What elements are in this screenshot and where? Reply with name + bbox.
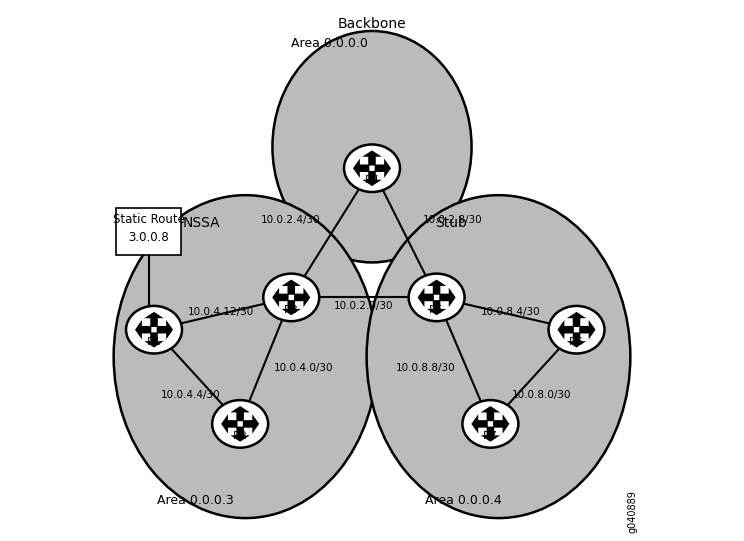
Text: Stub: Stub bbox=[435, 216, 467, 230]
Text: NSSA: NSSA bbox=[182, 216, 220, 230]
Ellipse shape bbox=[408, 274, 464, 321]
Ellipse shape bbox=[344, 144, 400, 192]
FancyBboxPatch shape bbox=[116, 208, 181, 255]
Ellipse shape bbox=[126, 306, 182, 353]
Polygon shape bbox=[272, 288, 289, 307]
Ellipse shape bbox=[114, 195, 377, 518]
Text: R4: R4 bbox=[365, 175, 379, 186]
Text: R5: R5 bbox=[429, 305, 444, 314]
Text: 10.0.4.4/30: 10.0.4.4/30 bbox=[161, 390, 220, 400]
Ellipse shape bbox=[263, 274, 319, 321]
Text: 10.0.2.8/30: 10.0.2.8/30 bbox=[423, 215, 483, 226]
Polygon shape bbox=[144, 332, 164, 347]
Ellipse shape bbox=[463, 400, 519, 448]
Polygon shape bbox=[231, 406, 250, 421]
Polygon shape bbox=[427, 280, 446, 295]
Text: Static Route
3.0.0.8: Static Route 3.0.0.8 bbox=[112, 213, 185, 244]
Text: Area 0.0.0.0: Area 0.0.0.0 bbox=[290, 37, 368, 50]
Polygon shape bbox=[221, 414, 237, 433]
Polygon shape bbox=[281, 300, 301, 315]
Polygon shape bbox=[281, 280, 301, 295]
Polygon shape bbox=[135, 320, 151, 339]
Text: 10.0.4.12/30: 10.0.4.12/30 bbox=[188, 307, 254, 317]
Polygon shape bbox=[481, 406, 500, 421]
Polygon shape bbox=[567, 332, 586, 347]
Ellipse shape bbox=[548, 306, 605, 353]
Text: R3: R3 bbox=[284, 305, 298, 314]
Text: R2: R2 bbox=[233, 431, 248, 441]
Text: g040889: g040889 bbox=[627, 490, 638, 533]
Polygon shape bbox=[375, 159, 391, 178]
Polygon shape bbox=[231, 427, 250, 442]
Text: 10.0.2.4/30: 10.0.2.4/30 bbox=[261, 215, 321, 226]
Polygon shape bbox=[493, 414, 510, 433]
Polygon shape bbox=[481, 427, 500, 442]
Text: Backbone: Backbone bbox=[338, 17, 406, 31]
Polygon shape bbox=[557, 320, 574, 339]
Text: 10.0.4.0/30: 10.0.4.0/30 bbox=[274, 364, 333, 373]
Text: 10.0.2.0/30: 10.0.2.0/30 bbox=[333, 301, 393, 311]
Polygon shape bbox=[353, 159, 369, 178]
Polygon shape bbox=[427, 300, 446, 315]
Polygon shape bbox=[567, 312, 586, 327]
Polygon shape bbox=[362, 150, 382, 166]
Ellipse shape bbox=[272, 31, 472, 262]
Polygon shape bbox=[472, 414, 488, 433]
Polygon shape bbox=[243, 414, 259, 433]
Polygon shape bbox=[157, 320, 173, 339]
Polygon shape bbox=[417, 288, 434, 307]
Ellipse shape bbox=[367, 195, 630, 518]
Text: 10.0.8.8/30: 10.0.8.8/30 bbox=[396, 364, 455, 373]
Text: 10.0.8.0/30: 10.0.8.0/30 bbox=[512, 390, 571, 400]
Polygon shape bbox=[580, 320, 595, 339]
Polygon shape bbox=[439, 288, 455, 307]
Text: Area 0.0.0.3: Area 0.0.0.3 bbox=[157, 494, 234, 507]
Polygon shape bbox=[362, 171, 382, 186]
Text: Area 0.0.0.4: Area 0.0.0.4 bbox=[425, 494, 501, 507]
Polygon shape bbox=[294, 288, 310, 307]
Text: 10.0.8.4/30: 10.0.8.4/30 bbox=[481, 307, 541, 317]
Text: R7: R7 bbox=[483, 431, 498, 441]
Polygon shape bbox=[144, 312, 164, 327]
Text: R1: R1 bbox=[147, 337, 161, 347]
Text: R6: R6 bbox=[569, 337, 584, 347]
Ellipse shape bbox=[212, 400, 268, 448]
